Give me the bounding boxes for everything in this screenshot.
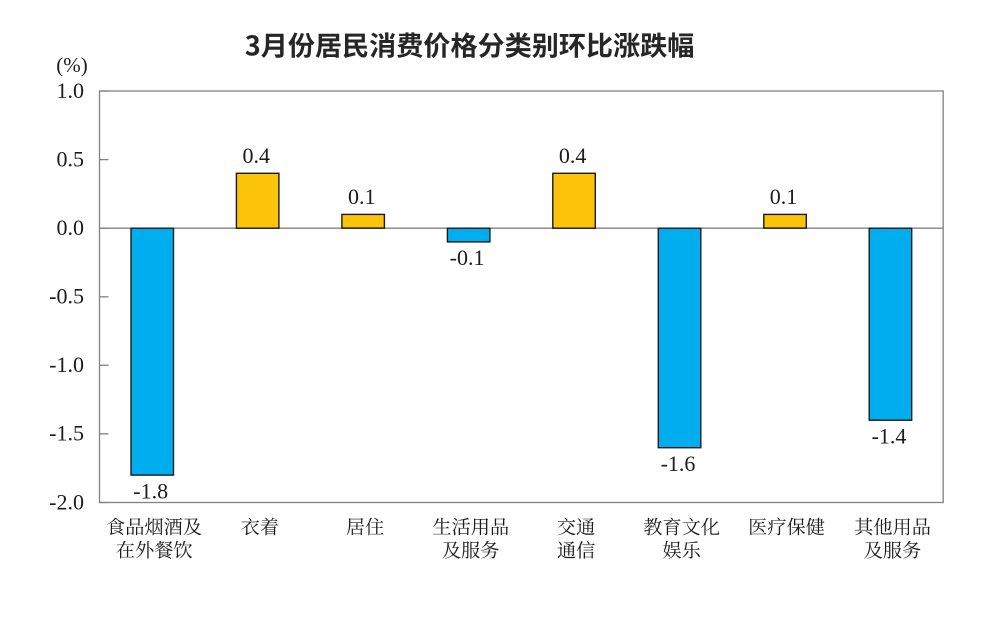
svg-text:-1.4: -1.4 [872,424,907,449]
svg-text:0.1: 0.1 [770,184,798,209]
svg-text:-0.1: -0.1 [450,245,485,270]
svg-text:1.0: 1.0 [57,78,85,103]
svg-text:-1.5: -1.5 [49,421,84,446]
svg-text:-0.5: -0.5 [49,284,84,309]
svg-text:-1.8: -1.8 [133,478,168,503]
svg-text:-2.0: -2.0 [49,489,84,514]
svg-text:-1.6: -1.6 [661,451,696,476]
svg-text:0.4: 0.4 [559,143,587,168]
svg-text:(%): (%) [56,53,87,77]
svg-text:-1.0: -1.0 [49,352,84,377]
svg-text:0.0: 0.0 [57,215,85,240]
svg-text:0.1: 0.1 [348,184,376,209]
svg-text:0.4: 0.4 [242,143,270,168]
svg-text:0.5: 0.5 [57,146,85,171]
